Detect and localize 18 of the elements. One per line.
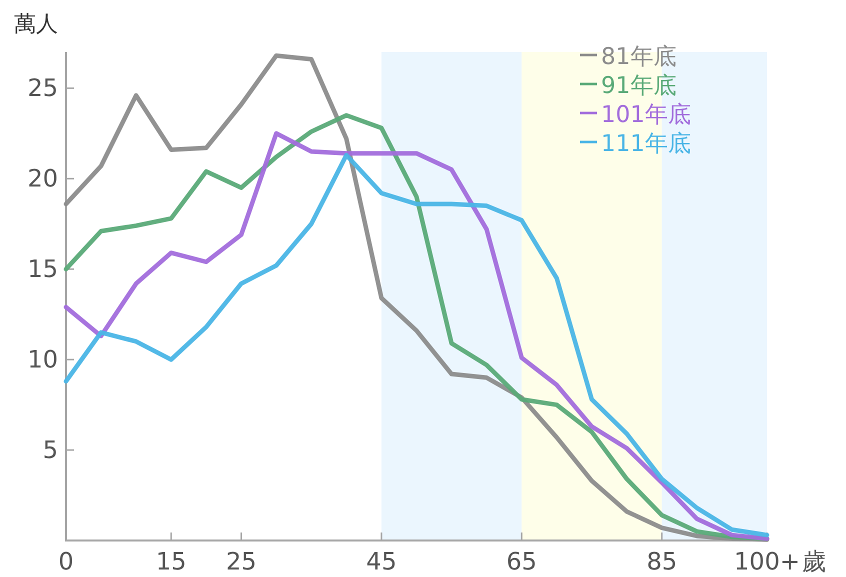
y-tick-label: 25 [27,74,58,102]
legend-label: 101年底 [601,102,691,128]
legend-label: 111年底 [601,131,691,157]
y-tick-label: 15 [27,255,58,284]
y-tick-label: 10 [27,346,58,374]
x-tick-label: 100+ [734,548,800,576]
x-tick-label: 45 [366,548,397,576]
x-axis-title: 歲 [802,548,826,576]
y-axis-title: 萬人 [14,12,58,37]
x-tick-label: 25 [226,548,257,576]
y-tick-label: 5 [42,436,58,464]
x-tick-label: 65 [506,548,537,576]
y-tick-label: 20 [27,164,58,193]
legend-label: 91年底 [601,73,676,99]
x-tick-label: 0 [58,548,74,576]
x-tick-label: 85 [646,548,678,576]
legend-label: 81年底 [601,44,676,70]
x-tick-label: 15 [156,548,186,576]
